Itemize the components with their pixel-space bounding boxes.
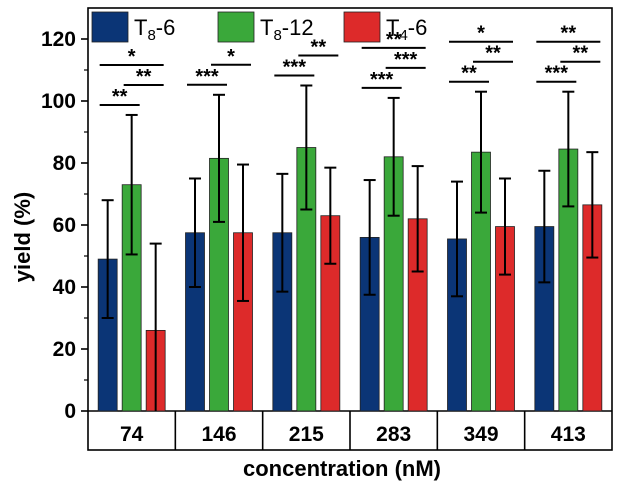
y-tick-label: 20 <box>53 338 76 361</box>
significance-label: ** <box>461 63 477 85</box>
x-tick-label: 349 <box>463 423 498 446</box>
legend-entry-suffix: -6 <box>408 15 428 40</box>
legend-entry-name: T <box>134 15 147 40</box>
significance-label: *** <box>283 57 307 79</box>
legend-entry: T4-6 <box>386 15 427 44</box>
significance-label: ** <box>136 66 152 88</box>
x-tick-label: 74 <box>120 423 144 446</box>
significance-label: *** <box>370 69 394 91</box>
legend-entry-subscript: 8 <box>273 27 281 44</box>
significance-label: * <box>128 46 136 68</box>
significance-label: *** <box>195 66 219 88</box>
legend-swatch <box>217 11 255 43</box>
significance-label: ** <box>386 29 402 51</box>
y-tick-label: 80 <box>53 152 76 175</box>
y-tick-label: 60 <box>53 214 76 237</box>
legend-entry-name: T <box>386 15 399 40</box>
legend-swatch <box>91 11 129 43</box>
x-tick-label: 146 <box>201 423 236 446</box>
x-axis-label: concentration (nM) <box>243 456 441 481</box>
significance-label: ** <box>311 37 327 59</box>
legend: T8-6 T8-12 T4-6 <box>91 11 427 44</box>
y-tick-label: 0 <box>64 400 76 423</box>
legend-swatch <box>343 11 381 43</box>
significance-label: *** <box>394 49 418 71</box>
y-tick-label: 40 <box>53 276 76 299</box>
legend-entry: T8-6 <box>134 15 175 44</box>
legend-entry-subscript: 8 <box>147 27 155 44</box>
legend-entry-subscript: 4 <box>399 27 407 44</box>
y-axis-label: yield (%) <box>10 192 35 282</box>
x-tick-label: 413 <box>551 423 586 446</box>
y-tick-label: 100 <box>41 90 76 113</box>
significance-label: ** <box>112 86 128 108</box>
significance-label: * <box>227 46 235 68</box>
legend-entry-suffix: -6 <box>156 15 176 40</box>
plot-frame <box>87 7 613 451</box>
significance-label: * <box>477 23 485 45</box>
legend-entry-suffix: -12 <box>282 15 314 40</box>
x-tick-label: 283 <box>376 423 411 446</box>
significance-label: ** <box>561 23 577 45</box>
significance-label: ** <box>573 43 589 65</box>
x-tick-label: 215 <box>289 423 324 446</box>
significance-label: *** <box>545 63 569 85</box>
legend-entry-name: T <box>260 15 273 40</box>
significance-label: ** <box>485 43 501 65</box>
plot-layer: 02040608010012074*****146****215*****283… <box>41 7 613 451</box>
y-tick-label: 120 <box>41 28 76 51</box>
legend-entry: T8-12 <box>260 15 314 44</box>
